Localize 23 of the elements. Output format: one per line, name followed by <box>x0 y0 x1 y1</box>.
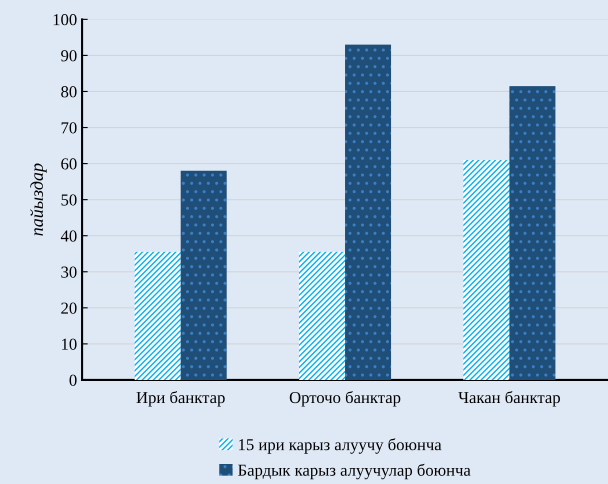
y-axis-title: пайыздар <box>30 164 47 236</box>
bar <box>180 170 227 380</box>
legend-label: 15 ири карыз алуучу боюнча <box>239 438 442 454</box>
y-tick-label: 100 <box>54 14 77 26</box>
bar <box>134 252 181 380</box>
y-tick-label: 20 <box>61 302 77 314</box>
bar <box>463 160 510 380</box>
x-tick-label: Орточо банктар <box>290 391 400 407</box>
y-tick-label: 50 <box>62 194 77 206</box>
y-tick-label: 30 <box>61 266 77 278</box>
y-tick-label: 40 <box>60 230 77 242</box>
bar <box>345 44 392 380</box>
legend-label: Бардык карыз алуучулар боюнча <box>238 464 471 480</box>
y-tick-label: 90 <box>61 50 77 62</box>
y-tick-label: 60 <box>61 158 77 170</box>
y-tick-label: 70 <box>62 122 77 134</box>
bar <box>509 86 556 380</box>
y-tick-label: 10 <box>62 338 77 350</box>
y-tick-label: 80 <box>61 86 77 98</box>
bar <box>299 252 346 380</box>
y-tick-label: 0 <box>70 374 77 386</box>
x-tick-label: Ири банктар <box>136 391 225 407</box>
x-tick-label: Чакан банктар <box>458 391 560 407</box>
